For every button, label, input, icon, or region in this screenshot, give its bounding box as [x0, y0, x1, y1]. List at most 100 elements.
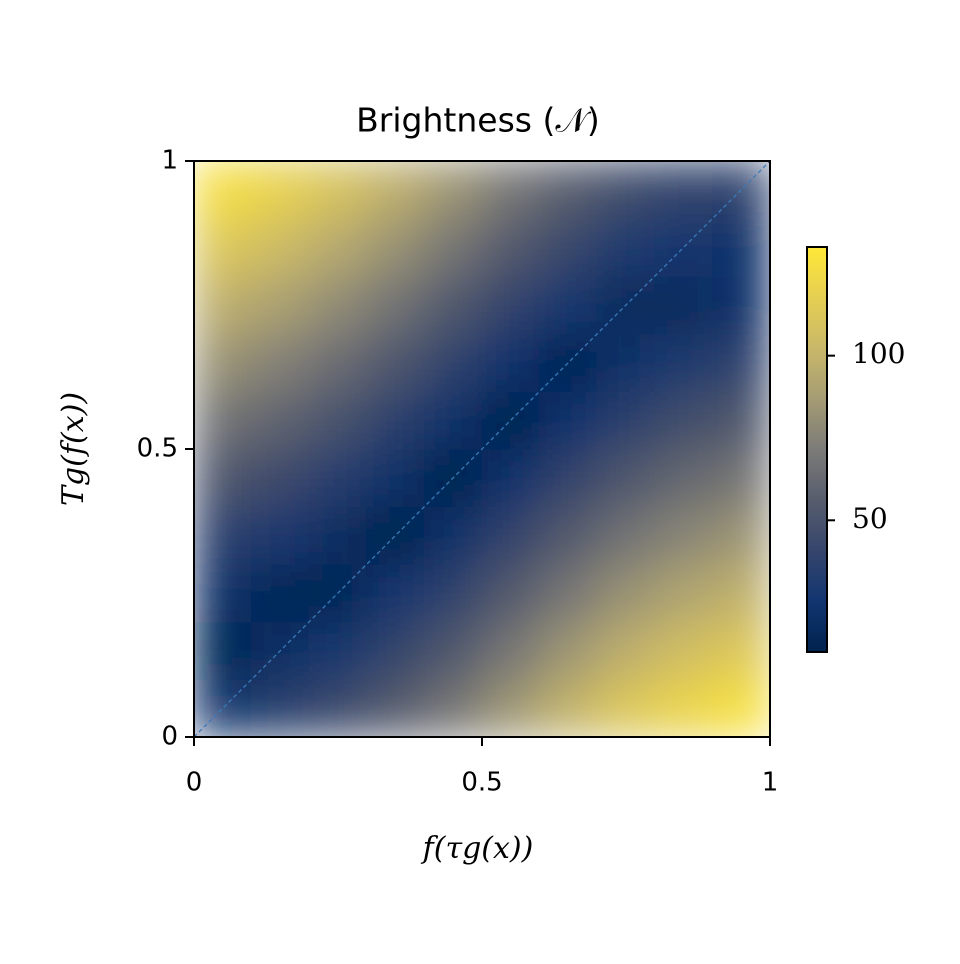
heatmap-cell [251, 563, 310, 623]
heatmap-cell [596, 621, 656, 680]
heatmap-cell [654, 218, 713, 277]
heatmap-cell [596, 563, 656, 623]
x-axis-label: f(τg(x)) [421, 831, 534, 866]
x-tick-label: 0 [186, 768, 203, 798]
heatmap-cell [251, 506, 310, 565]
heatmap-cell [194, 506, 253, 565]
heatmap-cell [654, 506, 713, 565]
heatmap-cell [194, 333, 253, 392]
heatmap-cell [711, 563, 770, 623]
heatmap-cell [423, 390, 483, 450]
heatmap-cell [654, 563, 713, 623]
heatmap-cells [194, 161, 770, 737]
heatmap-cell [711, 621, 770, 680]
heatmap-cell [308, 333, 368, 392]
heatmap-cell [539, 563, 598, 623]
colorbar [806, 246, 828, 653]
heatmap-cell [251, 333, 310, 392]
heatmap-cell [596, 506, 656, 565]
heatmap-cell [308, 218, 368, 277]
heatmap-cell [308, 678, 368, 737]
heatmap-cell [481, 506, 541, 565]
heatmap-cell [711, 333, 770, 392]
heatmap-cell [308, 621, 368, 680]
heatmap-cell [366, 678, 425, 737]
heatmap-cell [251, 218, 310, 277]
heatmap-cell [366, 563, 425, 623]
heatmap-cell [366, 506, 425, 565]
heatmap-cell [654, 448, 713, 508]
y-tick-label: 1 [161, 146, 178, 176]
heatmap-cell [654, 333, 713, 392]
heatmap-cell [654, 161, 713, 220]
heatmap-cell [423, 678, 483, 737]
heatmap-cell [481, 678, 541, 737]
heatmap-cell [423, 506, 483, 565]
heatmap-area [194, 161, 770, 737]
heatmap-cell [711, 506, 770, 565]
heatmap-cell [596, 161, 656, 220]
heatmap-cell [308, 275, 368, 335]
heatmap-cell [539, 678, 598, 737]
heatmap-cell [539, 218, 598, 277]
heatmap-cell [194, 218, 253, 277]
heatmap-cell [251, 678, 310, 737]
heatmap-cell [194, 161, 253, 220]
heatmap-cell [423, 333, 483, 392]
heatmap-cell [711, 218, 770, 277]
heatmap-cell [654, 390, 713, 450]
heatmap-cell [711, 275, 770, 335]
chart-title: Brightness (𝒩) [356, 101, 600, 140]
heatmap-cell [539, 621, 598, 680]
heatmap-cell [481, 621, 541, 680]
heatmap-cell [596, 678, 656, 737]
heatmap-cell [539, 506, 598, 565]
heatmap-cell [423, 275, 483, 335]
heatmap-cell [366, 621, 425, 680]
colorbar-tick-label: 50 [852, 502, 888, 535]
heatmap-cell [654, 678, 713, 737]
y-axis-label: Tg(f(x)) [56, 392, 91, 506]
heatmap-cell [366, 218, 425, 277]
heatmap-cell [366, 161, 425, 220]
y-tick-label: 0.5 [137, 434, 178, 464]
heatmap-cell [308, 161, 368, 220]
heatmap-cell [423, 218, 483, 277]
heatmap-cell [481, 448, 541, 508]
heatmap-cell [194, 563, 253, 623]
heatmap-cell [251, 448, 310, 508]
heatmap-cell [596, 333, 656, 392]
heatmap-cell [481, 563, 541, 623]
heatmap-cell [308, 506, 368, 565]
x-tick-label: 0.5 [461, 768, 502, 798]
heatmap-cell [423, 161, 483, 220]
heatmap-cell [194, 275, 253, 335]
heatmap-cell [539, 448, 598, 508]
heatmap-cell [596, 218, 656, 277]
heatmap-cell [711, 678, 770, 737]
heatmap-cell [194, 390, 253, 450]
heatmap-cell [308, 448, 368, 508]
heatmap-cell [194, 448, 253, 508]
heatmap-cell [539, 161, 598, 220]
heatmap-cell [423, 621, 483, 680]
heatmap-cell [423, 563, 483, 623]
heatmap-cell [194, 678, 253, 737]
x-tick-label: 1 [762, 768, 779, 798]
heatmap-cell [539, 275, 598, 335]
heatmap-cell [539, 390, 598, 450]
heatmap-cell [711, 448, 770, 508]
heatmap-cell [308, 390, 368, 450]
y-tick-label: 0 [161, 722, 178, 752]
heatmap-cell [596, 448, 656, 508]
heatmap-cell [194, 621, 253, 680]
heatmap-cell [366, 390, 425, 450]
heatmap-cell [366, 448, 425, 508]
heatmap-cell [481, 333, 541, 392]
heatmap-cell [251, 161, 310, 220]
heatmap-cell [539, 333, 598, 392]
heatmap-cell [481, 161, 541, 220]
heatmap-cell [366, 275, 425, 335]
heatmap-cell [481, 275, 541, 335]
heatmap-cell [654, 621, 713, 680]
